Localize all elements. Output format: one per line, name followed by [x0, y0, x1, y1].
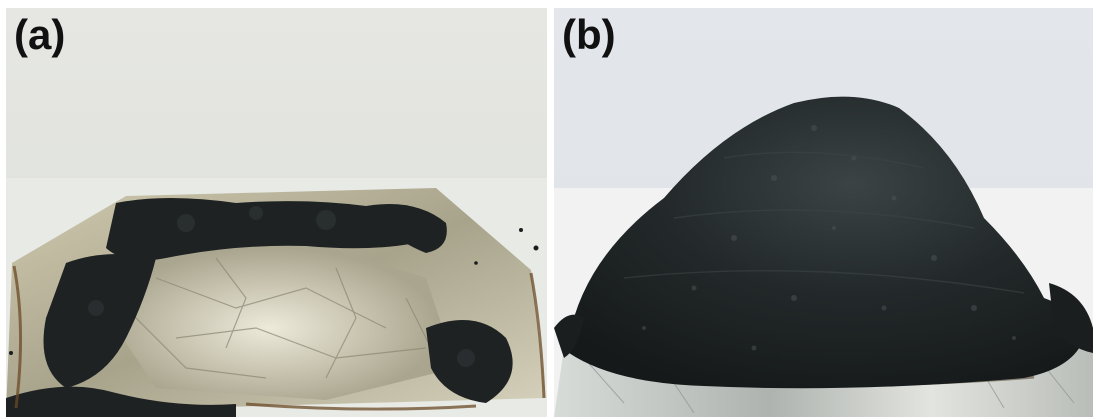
panel-a-photo [6, 8, 547, 417]
panel-a-label: (a) [14, 11, 66, 58]
panel-b: (b) [554, 8, 1093, 417]
foil-center [116, 240, 456, 400]
panel-b-photo [554, 8, 1093, 417]
panel-b-label: (b) [562, 11, 616, 58]
foam-dome [569, 96, 1084, 389]
panel-a: (a) [6, 8, 547, 417]
